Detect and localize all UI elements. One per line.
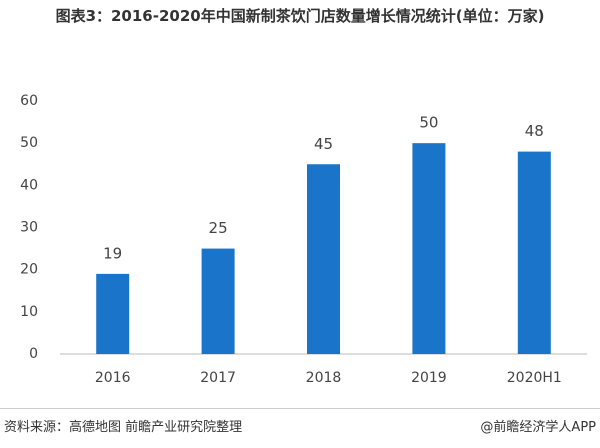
y-tick-label: 10 bbox=[20, 304, 38, 320]
value-label: 48 bbox=[525, 122, 544, 140]
divider bbox=[0, 408, 600, 409]
y-tick-label: 50 bbox=[20, 135, 38, 151]
credit: @前瞻经济学人APP bbox=[480, 420, 596, 435]
x-tick-label: 2020H1 bbox=[507, 370, 562, 386]
chart-title: 图表3：2016-2020年中国新制茶饮门店数量增长情况统计(单位：万家) bbox=[55, 7, 545, 25]
x-tick-label: 2018 bbox=[306, 370, 342, 386]
chart: 0 10 20 30 40 50 60 2016 19 2017 25 2018 45 2019 50 202… bbox=[20, 93, 587, 386]
bar bbox=[201, 248, 235, 354]
value-label: 25 bbox=[209, 219, 228, 237]
value-label: 45 bbox=[314, 135, 333, 153]
value-label: 19 bbox=[103, 244, 122, 262]
y-tick-label: 30 bbox=[20, 220, 38, 236]
bar bbox=[307, 164, 340, 354]
x-tick-label: 2016 bbox=[95, 370, 131, 386]
bar bbox=[96, 273, 130, 354]
y-tick-label: 60 bbox=[20, 93, 38, 109]
bar bbox=[412, 143, 446, 354]
source-note: 资料来源：高德地图 前瞻产业研究院整理 bbox=[4, 420, 243, 435]
bar bbox=[517, 151, 551, 354]
y-tick-label: 0 bbox=[29, 346, 38, 362]
x-tick-label: 2019 bbox=[411, 370, 447, 386]
y-tick-label: 40 bbox=[20, 177, 38, 193]
x-tick-label: 2017 bbox=[200, 370, 236, 386]
y-tick-label: 20 bbox=[20, 262, 38, 278]
value-label: 50 bbox=[419, 114, 438, 132]
